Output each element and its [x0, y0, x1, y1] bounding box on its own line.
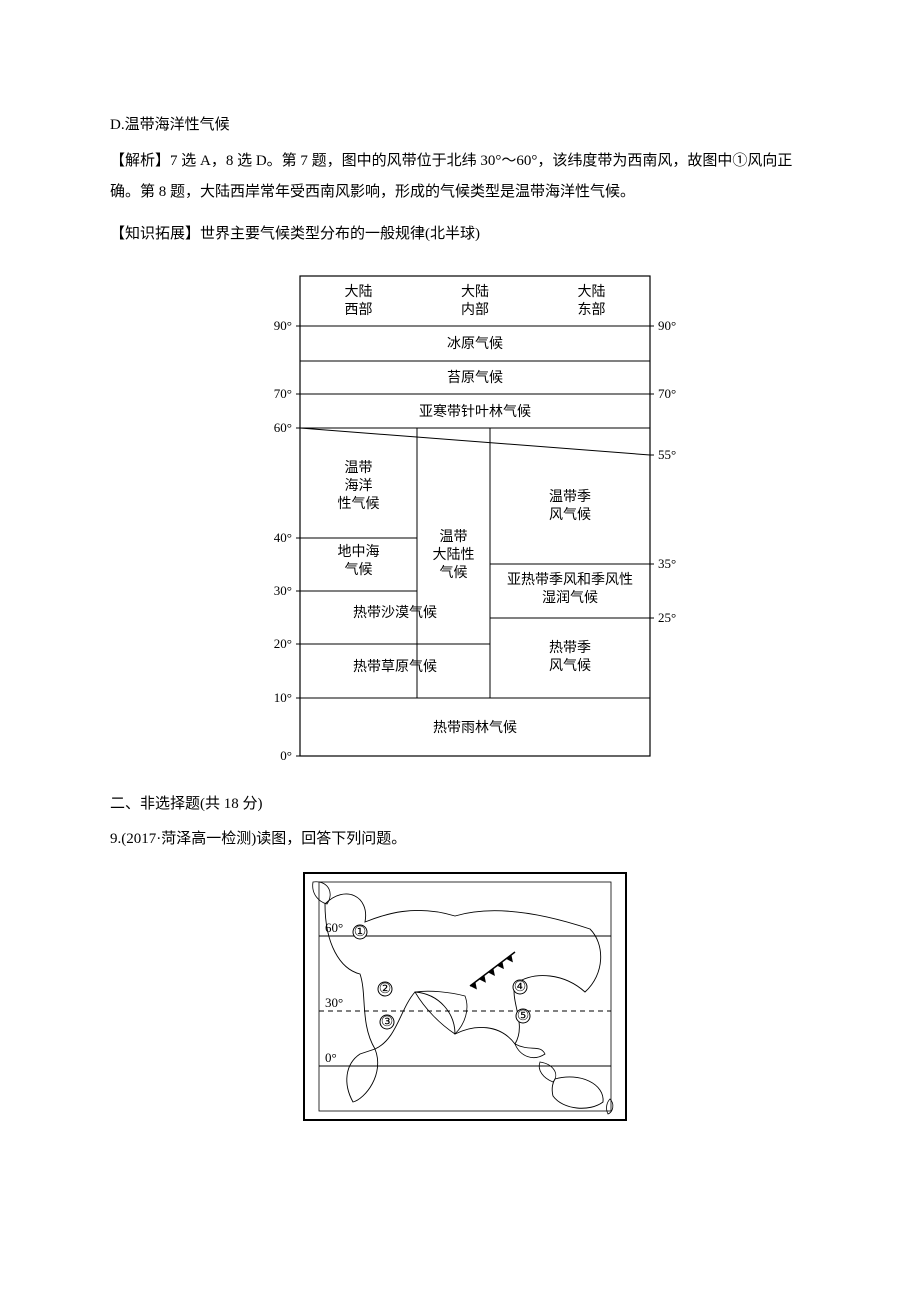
- svg-text:温带: 温带: [440, 529, 468, 545]
- svg-text:亚热带季风和季风性: 亚热带季风和季风性: [507, 572, 633, 588]
- svg-text:20°: 20°: [274, 636, 292, 651]
- question-9: 9.(2017·菏泽高一检测)读图，回答下列问题。: [110, 824, 820, 856]
- svg-text:60°: 60°: [325, 920, 343, 935]
- svg-text:性气候: 性气候: [338, 496, 380, 512]
- svg-text:内部: 内部: [461, 302, 489, 318]
- svg-text:热带雨林气候: 热带雨林气候: [433, 720, 517, 736]
- knowledge-expand-heading: 【知识拓展】世界主要气候类型分布的一般规律(北半球): [110, 219, 820, 251]
- svg-text:热带草原气候: 热带草原气候: [353, 659, 437, 675]
- svg-text:温带: 温带: [345, 460, 373, 476]
- svg-text:40°: 40°: [274, 530, 292, 545]
- option-d: D.温带海洋性气候: [110, 110, 820, 142]
- svg-text:温带季: 温带季: [549, 489, 591, 505]
- svg-text:热带沙漠气候: 热带沙漠气候: [353, 605, 437, 621]
- map-figure: 60° 30° 0° ① ② ③ ④ ⑤: [110, 872, 820, 1134]
- svg-text:30°: 30°: [325, 995, 343, 1010]
- svg-text:③: ③: [381, 1015, 394, 1030]
- svg-text:25°: 25°: [658, 610, 676, 625]
- svg-text:0°: 0°: [325, 1050, 337, 1065]
- svg-text:30°: 30°: [274, 583, 292, 598]
- svg-text:70°: 70°: [274, 386, 292, 401]
- svg-text:湿润气候: 湿润气候: [542, 590, 598, 606]
- svg-text:亚寒带针叶林气候: 亚寒带针叶林气候: [419, 403, 531, 420]
- svg-text:气候: 气候: [440, 565, 468, 581]
- svg-text:④: ④: [514, 980, 527, 995]
- svg-text:①: ①: [354, 925, 367, 940]
- svg-text:⑤: ⑤: [517, 1009, 530, 1024]
- svg-text:90°: 90°: [274, 318, 292, 333]
- climate-table-svg: 大陆西部大陆内部大陆东部冰原气候苔原气候亚寒带针叶林气候热带雨林气候温带海洋性气…: [230, 266, 700, 766]
- svg-text:大陆性: 大陆性: [433, 547, 475, 563]
- svg-text:西部: 西部: [345, 302, 373, 318]
- svg-text:70°: 70°: [658, 386, 676, 401]
- svg-text:苔原气候: 苔原气候: [447, 369, 503, 386]
- svg-text:0°: 0°: [280, 748, 292, 763]
- svg-text:地中海: 地中海: [338, 544, 380, 560]
- svg-text:冰原气候: 冰原气候: [447, 336, 503, 352]
- svg-text:35°: 35°: [658, 556, 676, 571]
- svg-text:气候: 气候: [345, 562, 373, 578]
- svg-text:60°: 60°: [274, 420, 292, 435]
- map-svg: 60° 30° 0° ① ② ③ ④ ⑤: [303, 872, 627, 1121]
- analysis-text: 【解析】7 选 A，8 选 D。第 7 题，图中的风带位于北纬 30°～60°，…: [110, 146, 820, 209]
- svg-text:大陆: 大陆: [345, 284, 373, 300]
- svg-text:②: ②: [379, 982, 392, 997]
- svg-text:大陆: 大陆: [461, 284, 489, 300]
- climate-table-figure: 大陆西部大陆内部大陆东部冰原气候苔原气候亚寒带针叶林气候热带雨林气候温带海洋性气…: [110, 266, 820, 779]
- svg-text:海洋: 海洋: [345, 478, 373, 494]
- svg-text:55°: 55°: [658, 447, 676, 462]
- svg-text:大陆: 大陆: [578, 284, 606, 300]
- svg-text:风气候: 风气候: [549, 507, 591, 523]
- svg-text:风气候: 风气候: [549, 658, 591, 674]
- svg-text:东部: 东部: [578, 302, 606, 318]
- svg-text:热带季: 热带季: [549, 640, 591, 656]
- section-2-heading: 二、非选择题(共 18 分): [110, 789, 820, 821]
- svg-text:90°: 90°: [658, 318, 676, 333]
- svg-text:10°: 10°: [274, 690, 292, 705]
